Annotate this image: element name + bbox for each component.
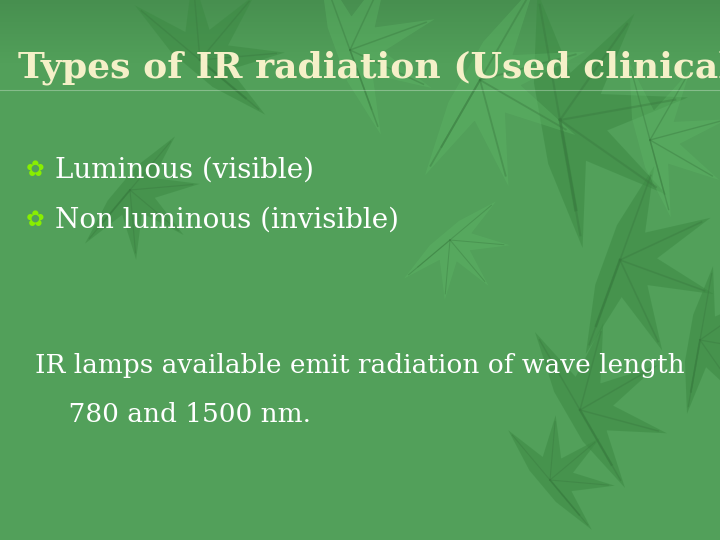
Bar [0, 3, 720, 4]
Bar [0, 42, 720, 43]
Bar [0, 16, 720, 17]
Bar [0, 17, 720, 18]
Bar [0, 31, 720, 32]
Bar [0, 2, 720, 3]
Polygon shape [319, 0, 435, 134]
Bar [0, 39, 720, 40]
Bar [0, 27, 720, 28]
Bar [0, 46, 720, 47]
Bar [0, 57, 720, 58]
Text: ✿: ✿ [26, 160, 45, 180]
Bar [0, 47, 720, 48]
Bar [0, 14, 720, 15]
Bar [0, 0, 720, 1]
Bar [0, 1, 720, 2]
Bar [0, 22, 720, 23]
Bar [0, 30, 720, 31]
Bar [0, 58, 720, 59]
Bar [0, 4, 720, 5]
Text: Non luminous (invisible): Non luminous (invisible) [55, 206, 399, 233]
Bar [0, 10, 720, 11]
Bar [0, 20, 720, 21]
Bar [0, 33, 720, 35]
Bar [0, 32, 720, 33]
Bar [0, 11, 720, 12]
Polygon shape [586, 166, 714, 354]
Bar [0, 21, 720, 22]
Bar [0, 12, 720, 13]
Polygon shape [685, 266, 720, 414]
Text: 780 and 1500 nm.: 780 and 1500 nm. [35, 402, 311, 428]
Bar [0, 36, 720, 37]
Bar [0, 8, 720, 9]
Bar [0, 51, 720, 52]
Bar [0, 13, 720, 14]
Polygon shape [404, 201, 510, 300]
Text: Luminous (visible): Luminous (visible) [55, 157, 314, 184]
Bar [0, 50, 720, 51]
Bar [0, 24, 720, 25]
Bar [0, 15, 720, 16]
Polygon shape [425, 0, 586, 186]
Bar [0, 17, 720, 18]
Polygon shape [535, 323, 667, 488]
Bar [0, 19, 720, 20]
Text: ✿: ✿ [26, 210, 45, 230]
Polygon shape [85, 137, 199, 260]
Bar [0, 52, 720, 53]
Bar [0, 25, 720, 26]
Bar [0, 5, 720, 6]
Bar [0, 40, 720, 41]
Bar [0, 53, 720, 55]
Bar [0, 44, 720, 45]
Bar [0, 62, 720, 63]
Text: Types of IR radiation (Used clinically): Types of IR radiation (Used clinically) [18, 50, 720, 85]
Bar [0, 35, 720, 36]
Bar [0, 60, 720, 61]
Polygon shape [135, 0, 284, 114]
Bar [0, 7, 720, 8]
Bar [0, 37, 720, 38]
Bar [0, 49, 720, 50]
Polygon shape [534, 0, 688, 248]
Bar [0, 59, 720, 60]
Bar [0, 6, 720, 7]
Bar [0, 48, 720, 49]
Text: IR lamps available emit radiation of wave length: IR lamps available emit radiation of wav… [35, 353, 685, 377]
Bar [0, 56, 720, 57]
Polygon shape [629, 63, 720, 217]
Bar [0, 45, 720, 46]
Bar [0, 43, 720, 44]
Bar [0, 60, 720, 62]
Bar [0, 26, 720, 27]
Bar [0, 40, 720, 42]
Bar [0, 42, 720, 43]
Bar [0, 55, 720, 56]
Polygon shape [508, 415, 615, 530]
Bar [0, 28, 720, 29]
Bar [0, 29, 720, 30]
Bar [0, 23, 720, 24]
Bar [0, 62, 720, 63]
Bar [0, 18, 720, 19]
Bar [0, 9, 720, 10]
Bar [0, 38, 720, 39]
